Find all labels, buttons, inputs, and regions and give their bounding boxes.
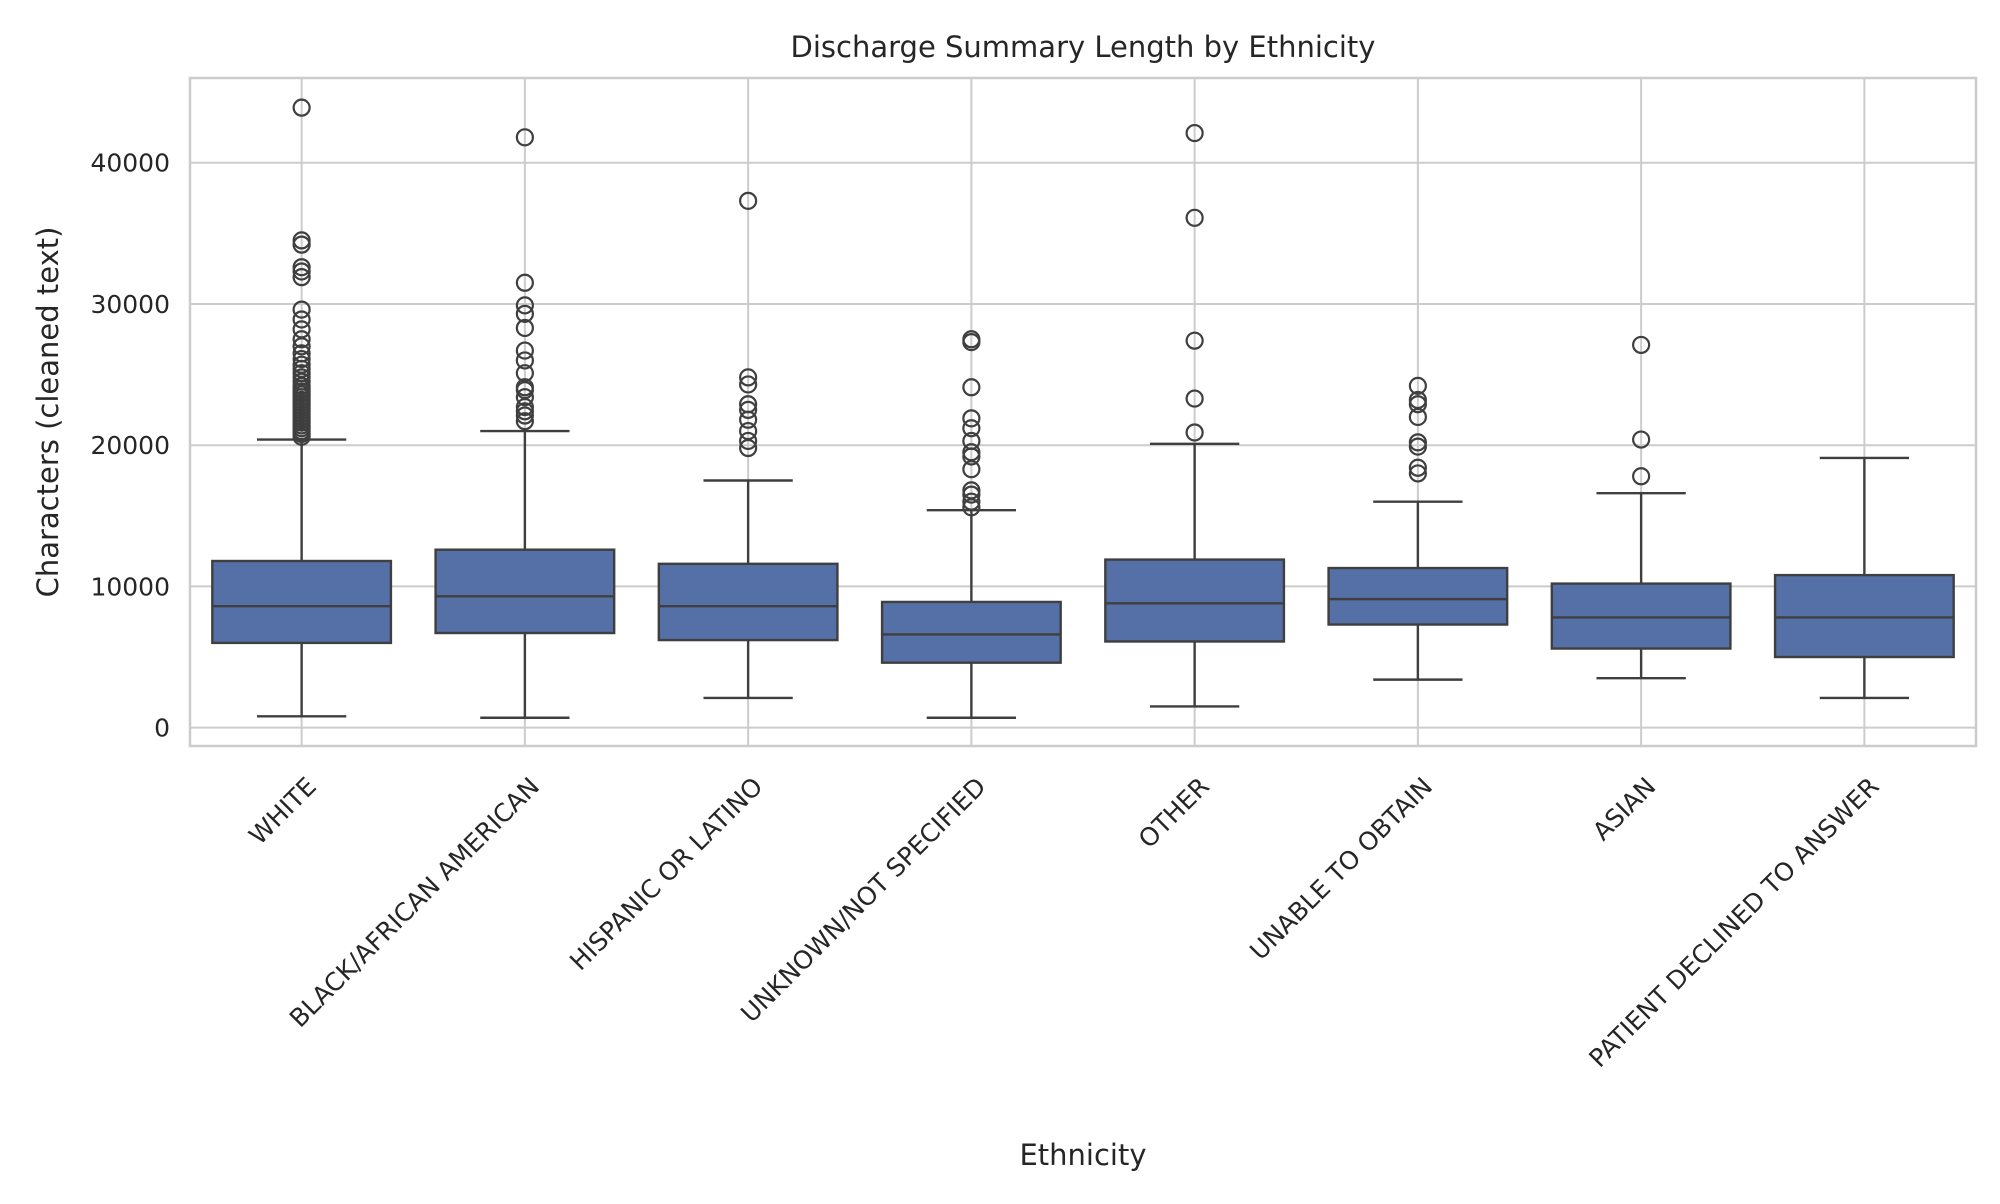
outlier-point [515, 341, 534, 360]
y-tick-labels: 0 10000 20000 30000 40000 [90, 149, 170, 743]
outlier-point [292, 98, 311, 117]
outlier-point [515, 351, 534, 370]
outlier-point [1185, 208, 1204, 227]
outlier-point [515, 304, 534, 323]
outlier-point [739, 375, 758, 394]
outlier-point [515, 412, 534, 431]
plot-frame [188, 76, 1978, 748]
box-iqr [1327, 566, 1509, 626]
y-axis-title: Characters (cleaned text) [31, 227, 65, 598]
y-tick-label: 40000 [90, 149, 170, 178]
outlier-point [1185, 123, 1204, 143]
outlier-point [515, 388, 534, 407]
outlier-point [1185, 389, 1204, 408]
x-tick-label: ASIAN [1587, 772, 1661, 846]
box-group [880, 330, 1062, 719]
outlier-point [739, 400, 758, 419]
box-group [211, 98, 393, 718]
outlier-point [1408, 464, 1427, 483]
outlier-point [739, 191, 758, 210]
outlier-point [962, 481, 981, 500]
box-iqr [880, 600, 1062, 664]
box-iqr [657, 562, 839, 642]
outlier-point [1632, 335, 1651, 355]
y-tick-label: 0 [154, 714, 170, 743]
y-tick-label: 20000 [90, 431, 170, 460]
box-group [1773, 456, 1955, 700]
outlier-point [962, 378, 981, 397]
x-tick-label: BLACK/AFRICAN AMERICAN [284, 772, 545, 1033]
outlier-point [515, 318, 534, 338]
outlier-point [1408, 376, 1427, 395]
chart-title: Discharge Summary Length by Ethnicity [791, 30, 1376, 64]
box-group [1550, 335, 1732, 680]
box-iqr [1104, 558, 1286, 643]
x-tick-label: UNKNOWN/NOT SPECIFIED [735, 772, 991, 1028]
outlier-point [292, 231, 311, 250]
outlier-point [1185, 423, 1204, 442]
outlier-point [292, 310, 311, 329]
outlier-point [515, 296, 534, 315]
outlier-point [1185, 331, 1204, 350]
y-tick-label: 30000 [90, 290, 170, 319]
box-iqr [1773, 573, 1955, 659]
outlier-point [292, 344, 311, 363]
outlier-point [292, 300, 311, 319]
outlier-point [962, 409, 981, 428]
outlier-point [515, 273, 534, 292]
outlier-point [739, 395, 758, 414]
x-axis-title: Ethnicity [1019, 1138, 1146, 1172]
outlier-point [292, 268, 311, 287]
box-iqr [1550, 582, 1732, 650]
outlier-point [292, 355, 311, 374]
x-tick-label: HISPANIC OR LATINO [564, 772, 768, 976]
outlier-point [1408, 433, 1427, 452]
outlier-point [1632, 467, 1651, 486]
outlier-point [962, 492, 981, 511]
outlier-point [515, 378, 534, 397]
outlier-point [292, 320, 311, 339]
outlier-point [515, 128, 534, 147]
x-tick-label: OTHER [1133, 772, 1215, 854]
outlier-point [1632, 430, 1651, 449]
box-iqr [434, 548, 616, 635]
outlier-point [515, 364, 534, 383]
outlier-point [1408, 458, 1427, 477]
outlier-point [962, 330, 981, 349]
marks-layer [211, 98, 1955, 719]
outlier-point [292, 330, 311, 349]
box-group [434, 128, 616, 719]
outlier-point [739, 368, 758, 387]
outlier-point [962, 431, 981, 451]
x-tick-label: WHITE [243, 772, 321, 850]
x-tick-label: UNABLE TO OBTAIN [1244, 772, 1438, 966]
box-group [657, 191, 839, 700]
box-iqr [211, 559, 393, 645]
outlier-point [739, 431, 758, 451]
outlier-point [739, 421, 758, 441]
outlier-point [292, 258, 311, 277]
outlier-point [962, 443, 981, 462]
box-group [1104, 123, 1286, 708]
outlier-point [292, 349, 311, 369]
outlier-point [962, 419, 981, 438]
box-group [1327, 376, 1509, 681]
y-tick-label: 10000 [90, 572, 170, 601]
outlier-point [1408, 390, 1427, 410]
